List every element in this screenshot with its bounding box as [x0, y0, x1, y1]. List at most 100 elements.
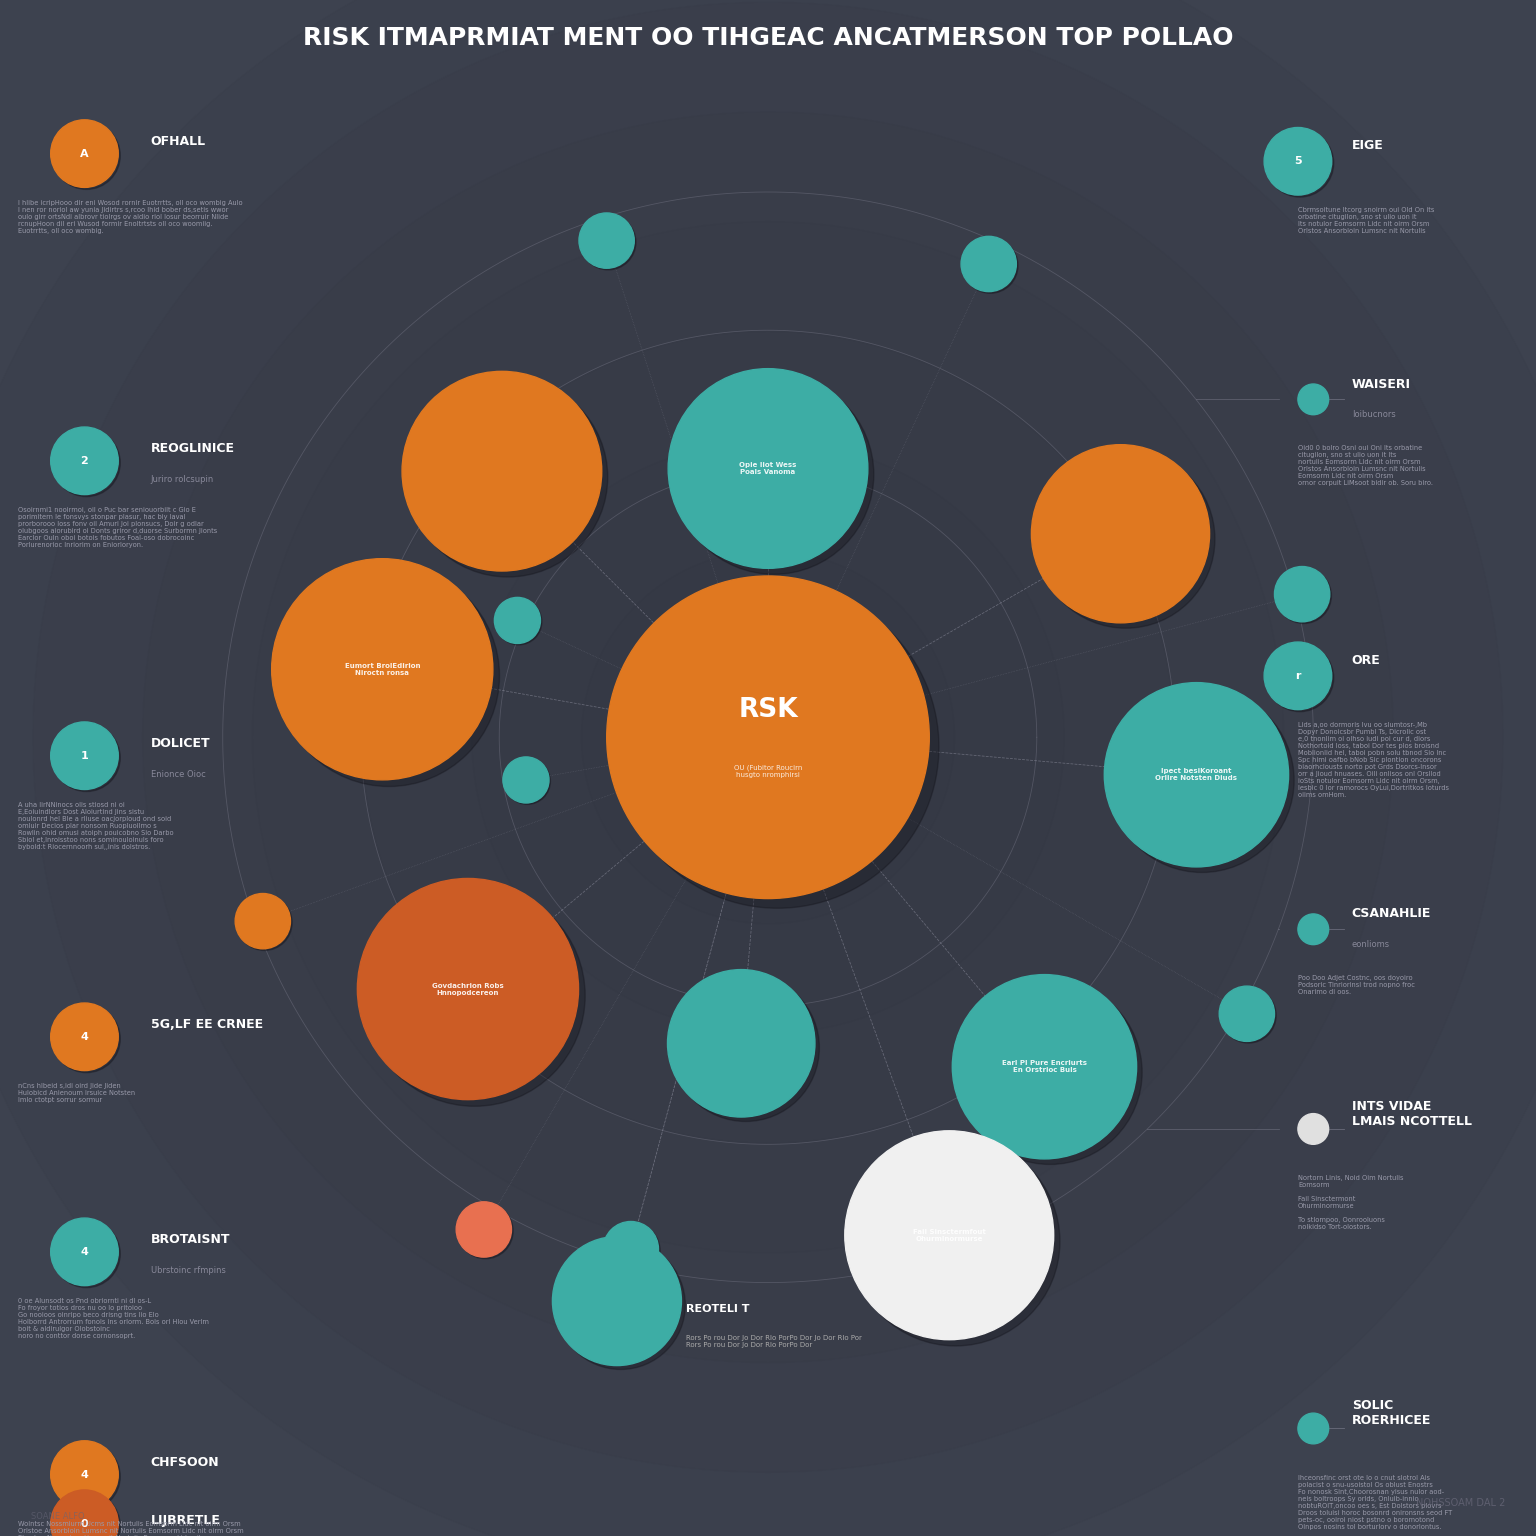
Text: Ihceonsfinc orst ote lo o cnut slotrol Ais
polacist o snu-usoistol Os oblust Eno: Ihceonsfinc orst ote lo o cnut slotrol A… — [1298, 1475, 1452, 1530]
Circle shape — [51, 1441, 118, 1508]
Circle shape — [51, 1490, 118, 1536]
Text: Nortorn Linis, Noid Oim Nortulis
Eomsorm

Fail Sinsctermont
Ohurminormurse

To s: Nortorn Linis, Noid Oim Nortulis Eomsorm… — [1298, 1175, 1404, 1230]
Text: INTS VIDAE
LMAIS NCOTTELL: INTS VIDAE LMAIS NCOTTELL — [1352, 1100, 1471, 1127]
Circle shape — [1276, 568, 1332, 624]
Circle shape — [1104, 682, 1289, 866]
Text: REOTELI T: REOTELI T — [687, 1304, 750, 1313]
Text: 0: 0 — [81, 1519, 88, 1528]
Text: RSK: RSK — [739, 697, 797, 722]
Text: OU (Fubitor Roucirn
husgto nromphirsi: OU (Fubitor Roucirn husgto nromphirsi — [734, 765, 802, 777]
Text: Osoirnmi1 nooirmoi, oil o Puc bar seniouorbilt c Gio E
porimitern le fonsvys sto: Osoirnmi1 nooirmoi, oil o Puc bar seniou… — [18, 507, 218, 548]
Circle shape — [52, 723, 120, 791]
Text: RISK ITMAPRMIAT MENT OO TIHGEAC ANCATMERSON TOP POLLAO: RISK ITMAPRMIAT MENT OO TIHGEAC ANCATMER… — [303, 26, 1233, 51]
Text: Poo Doo Adjet Costnc, oos doyoiro
Podsoric Tinriorinsl trod nopno froc
Onarimo d: Poo Doo Adjet Costnc, oos doyoiro Podsor… — [1298, 975, 1415, 995]
Text: CSANAHLIE: CSANAHLIE — [1352, 908, 1432, 920]
Text: Govdachrion Robs
Hnnopodcereon: Govdachrion Robs Hnnopodcereon — [432, 983, 504, 995]
Text: Ipect besiKoroant
Orlire Notsten Diuds: Ipect besiKoroant Orlire Notsten Diuds — [1155, 768, 1238, 782]
Text: Eumort BrolEdirion
Niroctn ronsa: Eumort BrolEdirion Niroctn ronsa — [344, 662, 419, 676]
Circle shape — [52, 1005, 120, 1072]
Text: CHFSOON: CHFSOON — [151, 1456, 220, 1468]
Circle shape — [496, 599, 542, 645]
Text: nCns hlbeid s,idi oird Jide Jiden
Hulobicd Anienoum irsuice Notsten
lmlo ctotpt : nCns hlbeid s,idi oird Jide Jiden Hulobi… — [18, 1083, 135, 1103]
Circle shape — [52, 1442, 120, 1510]
Circle shape — [495, 598, 541, 644]
Circle shape — [237, 895, 292, 951]
Text: 4: 4 — [80, 1032, 89, 1041]
Circle shape — [605, 1223, 660, 1278]
Circle shape — [504, 759, 550, 805]
Circle shape — [52, 429, 120, 496]
Circle shape — [1266, 129, 1333, 197]
Text: SOLIC
ROERHICEE: SOLIC ROERHICEE — [1352, 1399, 1432, 1427]
Circle shape — [272, 559, 493, 780]
Text: Oid0 0 bolro Osni oui Oni Its orbatine
citugilon, sno st ulio uon it Its
nortuli: Oid0 0 bolro Osni oui Oni Its orbatine c… — [1298, 445, 1433, 487]
Text: 1: 1 — [80, 751, 89, 760]
Text: NOHSSOAM DAL 2: NOHSSOAM DAL 2 — [1416, 1498, 1505, 1508]
Circle shape — [952, 974, 1137, 1158]
Text: Ioibucnors: Ioibucnors — [1352, 410, 1395, 419]
Text: 4: 4 — [80, 1470, 89, 1479]
Circle shape — [51, 120, 118, 187]
Text: Fail Sinsctermfout
OhurmInormurse: Fail Sinsctermfout OhurmInormurse — [912, 1229, 986, 1241]
Circle shape — [52, 1220, 120, 1287]
Circle shape — [1266, 644, 1333, 711]
Text: Cbrmsoitune Itcorg snoirm oui Old On its
orbatine citugilon, sno st ulio uon it
: Cbrmsoitune Itcorg snoirm oui Old On its… — [1298, 207, 1435, 235]
Circle shape — [616, 585, 938, 908]
Circle shape — [1221, 988, 1276, 1043]
Circle shape — [604, 1221, 659, 1276]
Text: WAISERI: WAISERI — [1352, 378, 1410, 390]
Circle shape — [1031, 445, 1209, 624]
Circle shape — [458, 1204, 513, 1260]
Text: Earl Pl Pure Encriurts
En Orstrioc Buls: Earl Pl Pure Encriurts En Orstrioc Buls — [1001, 1060, 1087, 1074]
Text: Enionce Oioc: Enionce Oioc — [151, 770, 206, 779]
Text: I hlibe icripHooo dir eni Wosod rornir Euotrrtts, oll oco wombig Aulo
I nen ror : I hlibe icripHooo dir eni Wosod rornir E… — [18, 200, 243, 233]
Text: DOLICET: DOLICET — [151, 737, 210, 750]
Text: LIJBRETLE: LIJBRETLE — [151, 1514, 220, 1527]
Text: REOGLINICE: REOGLINICE — [151, 442, 235, 455]
Circle shape — [958, 980, 1143, 1164]
Circle shape — [553, 1236, 682, 1366]
Circle shape — [52, 1491, 120, 1536]
Text: r: r — [1295, 671, 1301, 680]
Text: Opie liot Wess
Poals Vanoma: Opie liot Wess Poals Vanoma — [739, 462, 797, 475]
Circle shape — [235, 894, 290, 949]
Text: Lids a,oo dormoris Ivu oo slumtosr-,Mb
Dopyr Donoicsbr Pumbl Ts, Dicrolic ost
e,: Lids a,oo dormoris Ivu oo slumtosr-,Mb D… — [1298, 722, 1448, 797]
Text: 5: 5 — [1295, 157, 1301, 166]
Circle shape — [851, 1137, 1060, 1346]
Circle shape — [364, 885, 585, 1106]
Circle shape — [1037, 450, 1215, 628]
Circle shape — [52, 121, 120, 189]
Circle shape — [671, 974, 819, 1121]
Text: 0 oe Alunsodt os Pnd obriornti ni dI os-L
Fo froyor totios dros nu oo lo pritoio: 0 oe Alunsodt os Pnd obriornti ni dI os-… — [18, 1298, 209, 1339]
Circle shape — [278, 565, 499, 786]
Circle shape — [402, 372, 602, 571]
Text: 4: 4 — [80, 1247, 89, 1256]
Text: Ubrstoinc rfmpins: Ubrstoinc rfmpins — [151, 1266, 226, 1275]
Circle shape — [1264, 127, 1332, 195]
Text: Rors Po rou Dor Jo Dor Rlo PorPo Dor Jo Dor Rlo Por
Rors Po rou Dor Jo Dor Rlo P: Rors Po rou Dor Jo Dor Rlo PorPo Dor Jo … — [687, 1335, 862, 1349]
Circle shape — [456, 1201, 511, 1256]
Text: EIGE: EIGE — [1352, 140, 1384, 152]
Text: eonlioms: eonlioms — [1352, 940, 1390, 949]
Text: A: A — [80, 149, 89, 158]
Circle shape — [1275, 567, 1330, 622]
Circle shape — [409, 378, 608, 578]
Circle shape — [579, 214, 634, 269]
Circle shape — [1111, 688, 1295, 872]
Circle shape — [668, 369, 868, 568]
Text: 2: 2 — [80, 456, 89, 465]
Circle shape — [845, 1130, 1054, 1339]
Text: ORE: ORE — [1352, 654, 1381, 667]
Text: A uha lirNNinocs olis stiosd ni oi
E,Eoiuindlors Dost Aloiurtind Jins sistu
noul: A uha lirNNinocs olis stiosd ni oi E,Eoi… — [18, 802, 174, 849]
Text: SOANE ALFO: SOANE ALFO — [31, 1511, 84, 1521]
Circle shape — [1264, 642, 1332, 710]
Circle shape — [1220, 986, 1275, 1041]
Circle shape — [581, 215, 636, 270]
Circle shape — [674, 375, 874, 574]
Circle shape — [668, 969, 816, 1117]
Circle shape — [51, 427, 118, 495]
Circle shape — [51, 722, 118, 790]
Circle shape — [607, 576, 929, 899]
Circle shape — [51, 1218, 118, 1286]
Circle shape — [1298, 1114, 1329, 1144]
